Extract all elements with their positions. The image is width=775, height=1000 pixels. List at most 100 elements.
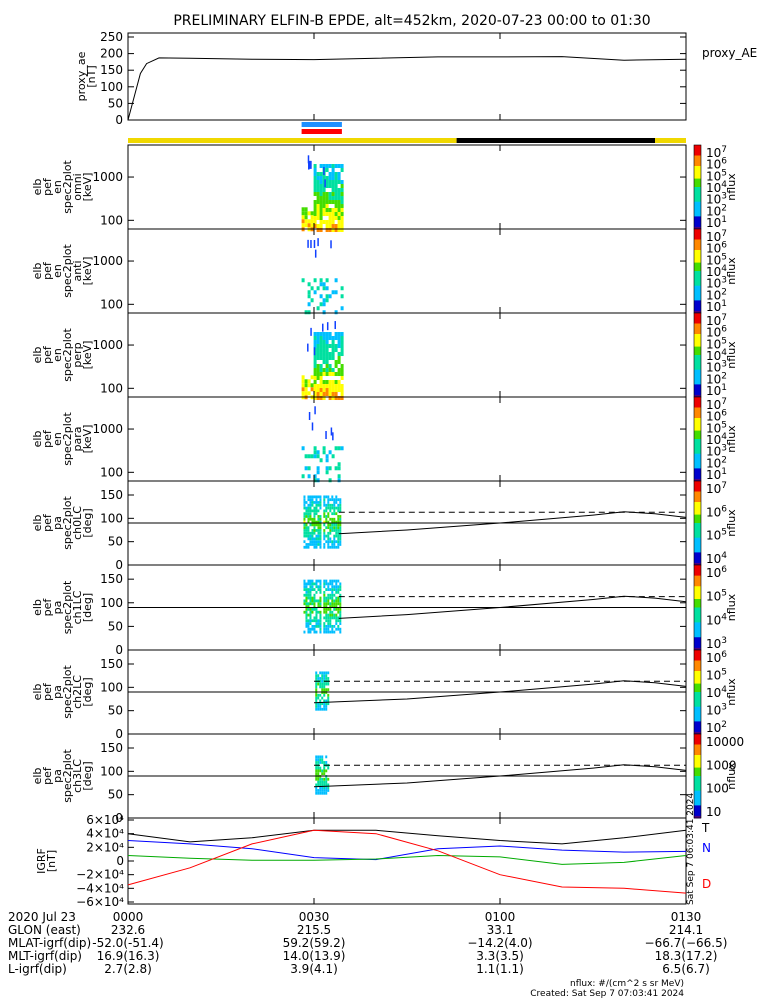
colorbar-label: nflux — [725, 257, 738, 285]
colorbar-cell — [694, 558, 701, 562]
proxy-ae-line — [127, 56, 687, 121]
spectrogram-cell — [340, 332, 344, 337]
spectrogram-cell — [328, 212, 332, 217]
colorbar-cell — [694, 287, 701, 291]
pitch-angle-cell — [323, 605, 326, 608]
spectrogram-cell — [316, 172, 320, 177]
pitch-angle-cell — [329, 537, 332, 541]
spectrogram-cell — [310, 375, 314, 380]
pitch-angle-cell — [327, 599, 330, 603]
colorbar-cell — [694, 633, 701, 636]
pitch-angle-cell — [325, 627, 328, 631]
pitch-angle-cell — [325, 596, 328, 600]
colorbar-exponent: 6 — [721, 565, 727, 575]
colorbar-cell — [694, 504, 701, 507]
spectrogram-speckle — [314, 249, 317, 258]
pitch-angle-cell — [303, 512, 306, 516]
pitch-angle-cell — [325, 755, 328, 759]
spectrogram-cell — [313, 368, 317, 373]
pitch-angle-cell — [329, 517, 332, 521]
ephemeris-value: 16.9(16.3) — [97, 949, 160, 963]
pitch-angle-cell — [331, 605, 334, 608]
pitch-angle-cell — [313, 588, 316, 591]
colorbar-cell — [694, 216, 701, 219]
spectrogram-cell — [337, 388, 341, 393]
pitch-angle-cell — [331, 593, 334, 597]
colorbar-cell — [694, 342, 701, 345]
spectrogram-cell — [310, 383, 314, 388]
colorbar-cell — [694, 483, 701, 486]
pitch-angle-cell — [303, 501, 306, 504]
pitch-angle-cell — [319, 526, 322, 530]
pitch-angle-cell — [317, 501, 320, 504]
y-axis-label-line: en — [51, 432, 64, 446]
pitch-angle-cell — [319, 529, 322, 532]
colorbar-cell — [694, 666, 701, 670]
pitch-angle-cell — [311, 579, 314, 583]
colorbar-cell — [694, 289, 701, 293]
colorbar-cell — [694, 497, 701, 501]
spectrogram-cell — [316, 200, 320, 205]
spectrogram-cell — [322, 336, 326, 341]
y-tick-label: −4×10⁴ — [76, 881, 124, 895]
pitch-angle-cell — [305, 543, 308, 546]
spectrogram-cell — [334, 184, 338, 189]
spectrogram-cell — [319, 348, 323, 353]
colorbar-exponent: 4 — [721, 685, 727, 695]
pitch-angle-cell — [325, 588, 328, 591]
colorbar-cell — [694, 692, 701, 695]
pitch-angle-cell — [319, 495, 322, 499]
colorbar-cell — [694, 386, 701, 390]
pitch-angle-cell — [335, 582, 338, 586]
colorbar-cell — [694, 628, 701, 632]
pitch-angle-cell — [321, 755, 324, 759]
spectrogram-cell — [301, 215, 305, 220]
colorbar-cell — [694, 365, 701, 369]
pitch-angle-cell — [315, 523, 318, 527]
spectrogram-cell — [313, 344, 317, 349]
spectrogram-cell — [325, 164, 329, 169]
pitch-angle-cell — [339, 503, 342, 507]
spectrogram-cell — [325, 180, 329, 185]
pitch-angle-cell — [325, 616, 328, 620]
pitch-angle-cell — [315, 616, 318, 620]
spectrogram-cell — [316, 216, 320, 221]
spectrogram-cell — [316, 180, 320, 185]
colorbar-cell — [694, 170, 701, 173]
pitch-angle-cell — [309, 579, 312, 583]
pitch-angle-cell — [335, 540, 338, 544]
pitch-angle-cell — [335, 596, 338, 600]
spectrogram-cell — [313, 188, 317, 193]
colorbar-cell — [694, 418, 701, 421]
y-axis-label-line: en — [51, 180, 64, 194]
y-axis-label-line: en — [51, 348, 64, 362]
spectrogram-cell — [316, 364, 320, 369]
spectrogram-cell — [340, 212, 344, 217]
spectrogram-cell — [325, 224, 329, 229]
colorbar-tick-label: 102 — [706, 720, 727, 735]
pitch-angle-cell — [307, 622, 310, 625]
colorbar-cell — [694, 790, 701, 794]
colorbar-cell — [694, 455, 701, 459]
pitch-angle-cell — [319, 596, 322, 600]
spectrogram-cell — [325, 388, 329, 393]
pitch-angle-cell — [309, 534, 312, 538]
colorbar-tick-label: 103 — [706, 636, 727, 651]
spectrogram-cell — [313, 216, 317, 221]
spectrogram-cell — [307, 294, 311, 299]
spectrogram-speckle — [324, 179, 326, 188]
spectrogram-speckle — [330, 240, 332, 249]
pitch-angle-cell — [339, 498, 342, 502]
colorbar-exponent: 5 — [721, 420, 727, 430]
pitch-angle-cell — [335, 534, 338, 538]
colorbar-cell — [694, 738, 701, 741]
pitch-angle-cell — [329, 610, 332, 614]
pitch-angle-cell — [329, 509, 332, 513]
spectrogram-cell — [334, 192, 338, 197]
pitch-angle-cell — [307, 593, 310, 597]
pitch-angle-cell — [333, 605, 336, 608]
pitch-angle-cell — [337, 531, 340, 535]
pitch-angle-cell — [303, 529, 306, 532]
spectrogram-cell — [319, 384, 323, 389]
colorbar-exponent: 1 — [721, 215, 727, 225]
